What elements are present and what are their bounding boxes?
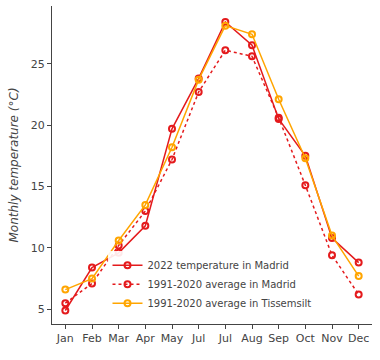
- svg-text:May: May: [161, 332, 184, 345]
- svg-text:Aug: Aug: [241, 332, 262, 345]
- svg-text:Feb: Feb: [82, 332, 101, 345]
- svg-text:Monthly temperature (°C): Monthly temperature (°C): [7, 87, 21, 242]
- svg-text:Dec: Dec: [348, 332, 369, 345]
- svg-text:Jul: Jul: [191, 332, 205, 345]
- svg-text:1991-2020 average in Madrid: 1991-2020 average in Madrid: [148, 279, 296, 290]
- svg-text:25: 25: [31, 58, 45, 71]
- svg-text:10: 10: [31, 242, 45, 255]
- svg-text:1991-2020 average in Tissemsil: 1991-2020 average in Tissemsilt: [148, 298, 312, 309]
- svg-text:Oct: Oct: [296, 332, 316, 345]
- svg-text:15: 15: [31, 180, 45, 193]
- svg-text:Mar: Mar: [108, 332, 129, 345]
- svg-text:5: 5: [38, 303, 45, 316]
- svg-text:Nov: Nov: [321, 332, 343, 345]
- svg-text:2022 temperature in Madrid: 2022 temperature in Madrid: [148, 260, 289, 271]
- svg-text:Jan: Jan: [56, 332, 74, 345]
- svg-text:20: 20: [31, 119, 45, 132]
- svg-text:Sep: Sep: [268, 332, 289, 345]
- svg-text:Apr: Apr: [136, 332, 156, 345]
- svg-text:Jul: Jul: [218, 332, 232, 345]
